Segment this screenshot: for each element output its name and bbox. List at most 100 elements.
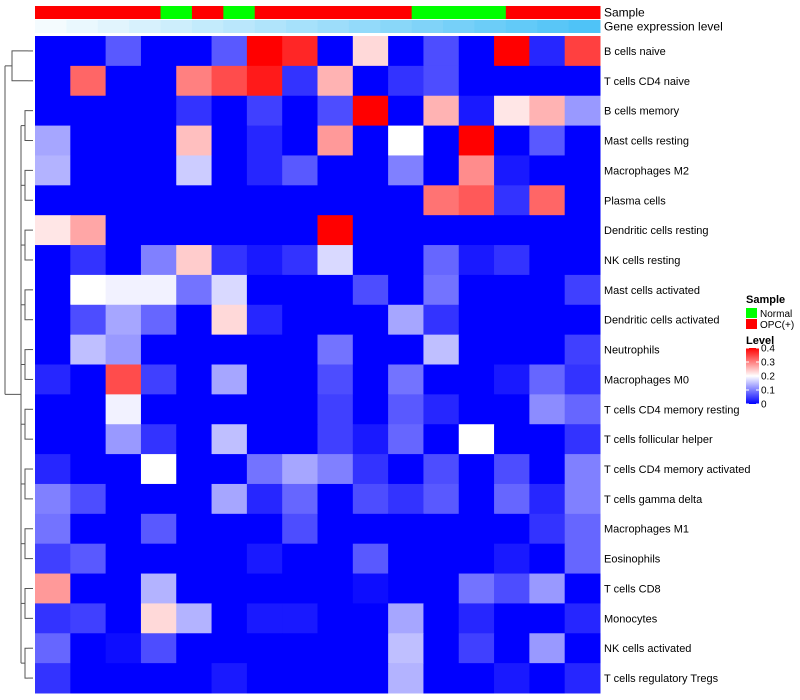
heatmap-cell bbox=[564, 274, 601, 306]
heatmap-cell bbox=[140, 215, 177, 246]
heatmap-cell bbox=[423, 304, 460, 336]
heatmap-cell bbox=[35, 185, 71, 216]
heatmap-cell bbox=[246, 424, 283, 455]
heatmap-cell bbox=[282, 573, 318, 604]
heatmap-cell bbox=[282, 155, 318, 186]
expression-annotation-cell bbox=[537, 20, 570, 33]
heatmap-cell bbox=[246, 663, 283, 694]
heatmap-cell bbox=[105, 304, 142, 336]
sample-annotation-cell bbox=[129, 6, 162, 19]
heatmap-cell bbox=[35, 573, 71, 604]
heatmap-cell bbox=[35, 543, 71, 575]
heatmap-cell bbox=[564, 334, 601, 365]
row-label: Monocytes bbox=[604, 613, 658, 625]
dendrogram-branch bbox=[24, 349, 28, 380]
heatmap-cell bbox=[211, 394, 248, 425]
sample-annotation-cell bbox=[443, 6, 475, 19]
heatmap-cell bbox=[352, 304, 389, 336]
heatmap-cell bbox=[105, 155, 142, 186]
heatmap-cell bbox=[458, 663, 495, 694]
heatmap-cell bbox=[317, 633, 354, 664]
heatmap-cell bbox=[176, 603, 213, 634]
heatmap-cell bbox=[352, 573, 389, 604]
heatmap-cell bbox=[388, 454, 424, 485]
sample-annotation-cell bbox=[317, 6, 350, 19]
heatmap-cell bbox=[35, 36, 71, 67]
sample-annotation-cell bbox=[380, 6, 413, 19]
heatmap-cell bbox=[458, 215, 495, 246]
heatmap-cell bbox=[529, 483, 566, 515]
heatmap-cell bbox=[494, 543, 530, 575]
heatmap-cell bbox=[176, 274, 213, 306]
heatmap-cell bbox=[458, 125, 495, 156]
legend-entry: Normal bbox=[760, 309, 792, 320]
heatmap-cell bbox=[140, 454, 177, 485]
legend-tick-label: 0 bbox=[761, 400, 767, 411]
heatmap-cell bbox=[352, 215, 389, 246]
heatmap-cell bbox=[246, 245, 283, 276]
heatmap-cell bbox=[176, 155, 213, 186]
heatmap-cell bbox=[211, 155, 248, 186]
heatmap-cell bbox=[246, 274, 283, 306]
heatmap-cell bbox=[564, 573, 601, 604]
heatmap-cell bbox=[423, 364, 460, 395]
heatmap-cell bbox=[494, 663, 530, 694]
heatmap-cell bbox=[105, 603, 142, 634]
heatmap-cell bbox=[176, 454, 213, 485]
heatmap-cell bbox=[352, 36, 389, 67]
heatmap-cell bbox=[317, 65, 354, 97]
row-label: Mast cells activated bbox=[604, 285, 700, 297]
heatmap-cell bbox=[211, 185, 248, 216]
heatmap-cell bbox=[211, 274, 248, 306]
heatmap-cell bbox=[423, 125, 460, 156]
heatmap-cell bbox=[317, 603, 354, 634]
heatmap-cell bbox=[35, 424, 71, 455]
heatmap-cell bbox=[70, 454, 107, 485]
heatmap-cell bbox=[458, 424, 495, 455]
heatmap-cell bbox=[317, 543, 354, 575]
expression-annotation-cell bbox=[66, 20, 99, 33]
row-label: Dendritic cells activated bbox=[604, 315, 720, 327]
sample-annotation-cell bbox=[223, 6, 256, 19]
heatmap-cell bbox=[458, 364, 495, 395]
heatmap-cell bbox=[529, 663, 566, 694]
heatmap-cell bbox=[70, 394, 107, 425]
legend-level-title: Level bbox=[746, 335, 774, 347]
heatmap-cell bbox=[246, 364, 283, 395]
heatmap-cell bbox=[317, 424, 354, 455]
heatmap-cell bbox=[105, 95, 142, 127]
heatmap-cell bbox=[105, 424, 142, 455]
heatmap-cell bbox=[282, 364, 318, 395]
heatmap-cell bbox=[494, 95, 530, 127]
heatmap-cell bbox=[352, 334, 389, 365]
heatmap-cell bbox=[246, 394, 283, 425]
heatmap-cell bbox=[282, 65, 318, 97]
heatmap-cell bbox=[140, 95, 177, 127]
heatmap-cell bbox=[70, 483, 107, 515]
row-label: NK cells activated bbox=[604, 643, 691, 655]
heatmap-cell bbox=[388, 424, 424, 455]
heatmap-cell bbox=[282, 95, 318, 127]
heatmap-cell bbox=[529, 633, 566, 664]
heatmap-cell bbox=[140, 65, 177, 97]
heatmap-cell bbox=[246, 633, 283, 664]
heatmap-cell bbox=[494, 155, 530, 186]
heatmap-cell bbox=[246, 95, 283, 127]
heatmap-cell bbox=[176, 65, 213, 97]
sample-annotation-cell bbox=[97, 6, 130, 19]
heatmap-cell bbox=[176, 543, 213, 575]
expression-annotation-cell bbox=[97, 20, 130, 33]
row-label: T cells CD4 naive bbox=[604, 76, 690, 88]
heatmap-cell bbox=[35, 304, 71, 336]
heatmap-cell bbox=[494, 65, 530, 97]
heatmap-cell bbox=[423, 95, 460, 127]
heatmap-cell bbox=[211, 573, 248, 604]
row-label: NK cells resting bbox=[604, 255, 680, 267]
heatmap-cell bbox=[176, 364, 213, 395]
heatmap-cell bbox=[317, 125, 354, 156]
heatmap-cell bbox=[282, 633, 318, 664]
heatmap-cell bbox=[494, 274, 530, 306]
heatmap-cell bbox=[211, 424, 248, 455]
heatmap-cell bbox=[494, 36, 530, 67]
